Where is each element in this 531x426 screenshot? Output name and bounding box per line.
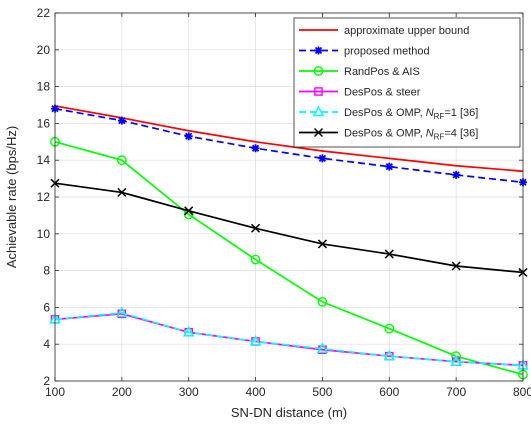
series-line — [54, 107, 524, 184]
legend-label: RandPos & AIS — [344, 66, 420, 78]
series-layer — [49, 104, 529, 380]
legend-label: DesPos & OMP, NRF=1 [36] — [344, 107, 478, 121]
data-point — [384, 249, 394, 259]
data-point — [317, 296, 328, 307]
data-point — [250, 254, 261, 265]
data-point — [117, 187, 127, 197]
legend-label: approximate upper bound — [344, 25, 469, 37]
y-tick-label: 12 — [37, 190, 51, 204]
legend-marker — [314, 87, 323, 96]
data-point — [385, 162, 394, 171]
x-tick-label: 400 — [246, 385, 266, 399]
legend-item: DesPos & OMP, NRF=4 [36] — [299, 128, 478, 142]
data-point — [182, 325, 195, 337]
y-tick-label: 18 — [37, 80, 51, 94]
data-point — [251, 144, 260, 153]
data-point — [316, 342, 329, 353]
legend-marker — [312, 105, 325, 117]
series-0 — [54, 105, 524, 173]
series-line — [54, 105, 524, 173]
y-axis-label: Achievable rate (bps/Hz) — [4, 126, 19, 268]
legend-item: DesPos & OMP, NRF=1 [36] — [299, 105, 478, 121]
series-line — [54, 140, 524, 376]
data-point — [251, 223, 261, 233]
data-point — [451, 351, 462, 362]
data-point — [184, 206, 194, 216]
data-point — [318, 154, 327, 163]
data-point — [116, 306, 128, 318]
series-line — [54, 312, 524, 367]
data-point — [451, 261, 461, 271]
legend-item: RandPos & AIS — [299, 66, 420, 78]
data-point — [383, 349, 396, 361]
y-tick-label: 14 — [37, 153, 51, 167]
legend-item: DesPos & steer — [299, 87, 421, 99]
x-tick-label: 500 — [312, 385, 332, 399]
legend-marker — [313, 66, 324, 76]
legend: approximate upper bound proposed method Ra… — [293, 17, 521, 148]
legend-item: approximate upper bound — [299, 25, 469, 37]
axis-ticks: 100 200 300 400 500 600 700 800 2 4 6 8 10 12 14 16 18 20… — [37, 6, 531, 399]
data-point — [249, 334, 262, 346]
x-tick-label: 600 — [379, 385, 399, 399]
data-point — [384, 323, 395, 334]
x-tick-label: 200 — [112, 385, 132, 399]
legend-marker — [314, 46, 323, 55]
legend-item: proposed method — [299, 46, 430, 58]
x-axis-label: SN-DN distance (m) — [231, 405, 347, 420]
y-tick-label: 8 — [43, 264, 50, 278]
y-tick-label: 22 — [37, 6, 51, 20]
y-tick-label: 4 — [43, 337, 50, 351]
y-tick-label: 20 — [37, 43, 51, 57]
x-tick-label: 300 — [179, 385, 199, 399]
series-4 — [49, 306, 529, 370]
series-line — [54, 182, 524, 274]
x-tick-label: 100 — [45, 385, 65, 399]
y-tick-label: 16 — [37, 116, 51, 130]
data-point — [116, 155, 127, 166]
legend-box — [293, 17, 521, 148]
legend-label: DesPos & steer — [344, 87, 421, 99]
y-tick-label: 10 — [37, 227, 51, 241]
y-tick-label: 2 — [43, 374, 50, 388]
x-tick-label: 700 — [446, 385, 466, 399]
legend-label: DesPos & OMP, NRF=4 [36] — [344, 128, 478, 142]
data-point — [317, 239, 327, 249]
legend-marker — [313, 127, 324, 138]
legend-label: proposed method — [344, 46, 430, 58]
x-tick-label: 800 — [513, 385, 531, 399]
y-tick-label: 6 — [43, 300, 50, 314]
data-point — [117, 116, 126, 125]
data-point — [450, 355, 462, 366]
data-point — [184, 132, 193, 141]
data-point — [452, 170, 461, 179]
